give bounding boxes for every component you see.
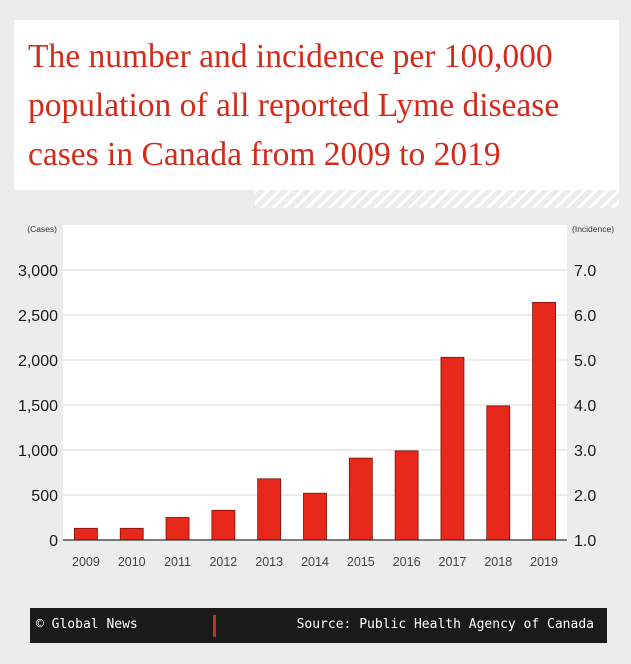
x-axis-ticks: 2009 2010 2011 2012 2013 2014 2015 2016 2017 2018… xyxy=(72,555,558,569)
y2-tick-label: 4.0 xyxy=(574,398,596,415)
bar xyxy=(74,527,98,541)
bar xyxy=(348,457,373,541)
x-tick-label: 2012 xyxy=(209,555,237,569)
y-axis-label: (Cases) xyxy=(27,224,57,234)
decorative-hatch xyxy=(255,190,619,208)
bar xyxy=(394,450,419,541)
footer-bar: © Global News Source: Public Health Agen… xyxy=(30,608,607,643)
y2-tick-label: 7.0 xyxy=(574,263,596,280)
bar xyxy=(119,527,144,541)
bar xyxy=(303,492,327,541)
chart-title: The number and incidence per 100,000 pop… xyxy=(28,32,613,179)
x-tick-label: 2014 xyxy=(301,555,329,569)
y-axis-ticks: 0 500 1,000 1,500 2,000 2,500 3,000 xyxy=(18,263,58,550)
bar xyxy=(440,356,465,541)
bar xyxy=(532,301,556,541)
y2-tick-label: 6.0 xyxy=(574,308,596,325)
y-tick-label: 1,500 xyxy=(18,398,58,415)
x-tick-label: 2015 xyxy=(347,555,375,569)
title-panel: The number and incidence per 100,000 pop… xyxy=(14,20,619,190)
x-tick-label: 2017 xyxy=(439,555,467,569)
footer-separator xyxy=(213,615,216,637)
x-tick-label: 2018 xyxy=(484,555,512,569)
y2-axis-label: (Incidence) xyxy=(572,224,614,234)
title-line-2: population of all reported Lyme disease xyxy=(28,87,560,124)
bar-chart: 0 500 1,000 1,500 2,000 2,500 3,000 1.0 2.0 3.0 4… xyxy=(18,224,614,569)
x-tick-label: 2013 xyxy=(255,555,283,569)
y-tick-label: 500 xyxy=(31,488,58,505)
y-tick-label: 2,000 xyxy=(18,353,58,370)
plot-area xyxy=(63,225,567,540)
credit-text: © Global News xyxy=(36,617,138,632)
bar xyxy=(257,478,282,541)
y2-tick-label: 3.0 xyxy=(574,443,596,460)
y2-tick-label: 1.0 xyxy=(574,533,596,550)
bars xyxy=(74,301,556,541)
y2-tick-label: 5.0 xyxy=(574,353,596,370)
x-tick-label: 2011 xyxy=(164,555,191,569)
bar xyxy=(211,509,236,541)
y2-tick-label: 2.0 xyxy=(574,488,596,505)
bar xyxy=(165,517,190,541)
x-tick-label: 2019 xyxy=(530,555,558,569)
y2-axis-ticks: 1.0 2.0 3.0 4.0 5.0 6.0 7.0 xyxy=(574,263,596,550)
y-tick-label: 2,500 xyxy=(18,308,58,325)
bar xyxy=(486,405,511,541)
y-tick-label: 0 xyxy=(49,533,58,550)
x-tick-label: 2016 xyxy=(393,555,421,569)
x-tick-label: 2009 xyxy=(72,555,100,569)
title-line-3: cases in Canada from 2009 to 2019 xyxy=(28,136,501,173)
y-tick-label: 3,000 xyxy=(18,263,58,280)
grid-lines xyxy=(63,269,567,496)
x-tick-label: 2010 xyxy=(118,555,146,569)
title-line-1: The number and incidence per 100,000 xyxy=(28,38,553,75)
source-text: Source: Public Health Agency of Canada xyxy=(296,617,594,632)
y-tick-label: 1,000 xyxy=(18,443,58,460)
